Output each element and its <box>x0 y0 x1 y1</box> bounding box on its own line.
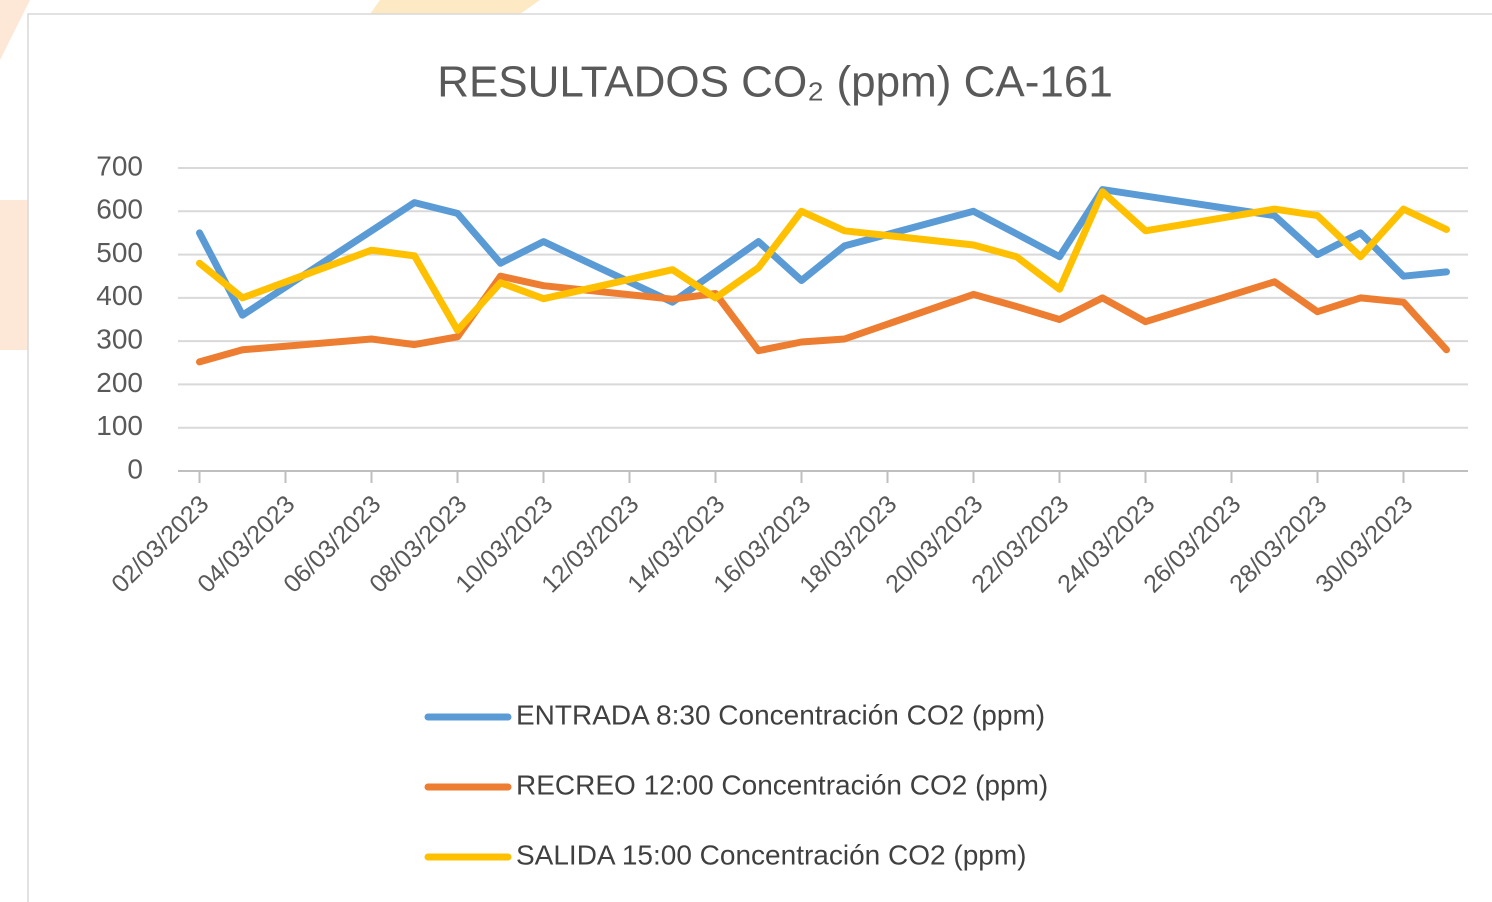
y-tick-label: 500 <box>96 237 143 268</box>
y-tick-label: 300 <box>96 324 143 355</box>
chart-panel <box>27 13 1492 902</box>
series-line <box>196 186 1450 319</box>
legend-label: RECREO 12:00 Concentración CO2 (ppm) <box>516 769 1048 800</box>
legend-label: ENTRADA 8:30 Concentración CO2 (ppm) <box>516 699 1045 730</box>
y-tick-label: 200 <box>96 367 143 398</box>
background-decoration <box>0 0 30 350</box>
y-tick-label: 600 <box>96 194 143 225</box>
series-line <box>196 188 1450 334</box>
background-decoration <box>370 0 540 14</box>
series-line <box>196 272 1450 366</box>
chart-title: RESULTADOS CO₂ (ppm) CA-161 <box>437 58 1113 107</box>
y-tick-label: 100 <box>96 410 143 441</box>
y-tick-label: 700 <box>96 150 143 181</box>
y-tick-label: 400 <box>96 280 143 311</box>
legend-label: SALIDA 15:00 Concentración CO2 (ppm) <box>516 839 1026 870</box>
y-tick-label: 0 <box>127 453 143 484</box>
